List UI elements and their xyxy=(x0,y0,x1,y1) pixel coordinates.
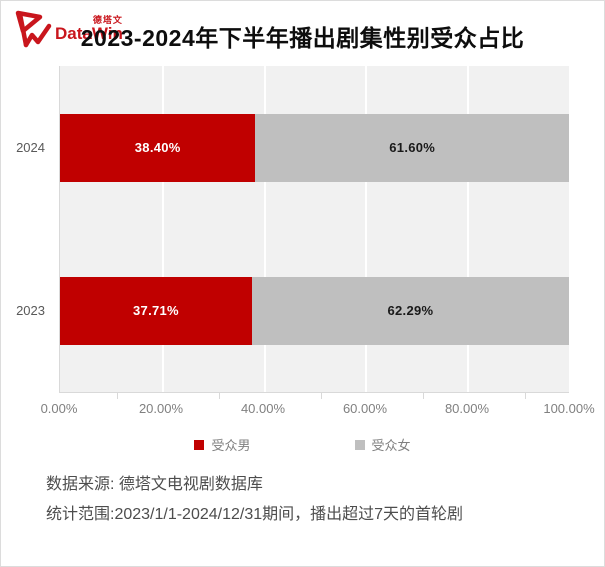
data-source-note: 数据来源: 德塔文电视剧数据库 xyxy=(46,476,263,493)
legend-item-male: 受众男 xyxy=(194,435,251,454)
x-tick-label: 40.00% xyxy=(240,401,286,416)
bar-track: 37.71% 62.29% xyxy=(60,276,569,345)
bar-value-label: 38.40% xyxy=(134,140,181,155)
x-tick-label: 60.00% xyxy=(342,401,388,416)
plot-area: 2024 38.40% 61.60% 2023 37.71% xyxy=(16,66,569,393)
gridline xyxy=(161,66,164,392)
bar-segment-male-2024: 38.40% xyxy=(60,113,256,182)
logo-brand-name: DataWin xyxy=(55,24,123,43)
x-axis-labels: 0.00% 20.00% 40.00% 60.00% 80.00% 100.00… xyxy=(41,401,595,417)
legend-label: 受众女 xyxy=(371,438,411,453)
bar-track: 38.40% 61.60% xyxy=(60,113,569,182)
statistics-scope-note: 统计范围:2023/1/1-2024/12/31期间，播出超过7天的首轮剧 xyxy=(46,506,464,523)
chart-title: 2023-2024年下半年播出剧集性别受众占比 xyxy=(80,24,525,51)
datawin-logo: 德塔文 DataWin xyxy=(11,9,123,51)
legend-item-female: 受众女 xyxy=(354,435,411,454)
tick-mark xyxy=(117,393,118,399)
footer: 数据来源: 德塔文电视剧数据库 统计范围:2023/1/1-2024/12/31… xyxy=(46,475,604,525)
header: 德塔文 DataWin 2023-2024年下半年播出剧集性别受众占比 xyxy=(1,1,604,66)
tick-mark xyxy=(525,393,526,399)
bar-segment-female-2024: 61.60% xyxy=(255,113,569,182)
category-label: 2024 xyxy=(16,140,45,155)
datawin-logo-icon xyxy=(11,9,53,51)
gridline xyxy=(263,66,266,392)
tick-mark xyxy=(219,393,220,399)
tick-mark xyxy=(321,393,322,399)
category-label: 2023 xyxy=(16,303,45,318)
bar-rows: 2024 38.40% 61.60% 2023 37.71% xyxy=(16,66,569,392)
bar-value-label: 62.29% xyxy=(387,303,434,318)
bar-value-label: 37.71% xyxy=(133,303,179,318)
x-tick-label: 100.00% xyxy=(543,401,595,416)
plot-wrap: 2024 38.40% 61.60% 2023 37.71% xyxy=(16,66,569,399)
gridline xyxy=(365,66,368,392)
legend-swatch-female xyxy=(354,439,365,450)
x-tick-label: 80.00% xyxy=(444,401,490,416)
bar-row-2024: 2024 38.40% 61.60% xyxy=(16,66,569,229)
x-tick-label: 20.00% xyxy=(138,401,184,416)
bar-segment-female-2023: 62.29% xyxy=(251,276,569,345)
legend-label: 受众男 xyxy=(211,438,251,453)
bar-value-label: 61.60% xyxy=(389,140,436,155)
bar-segment-male-2023: 37.71% xyxy=(60,276,252,345)
datawin-logo-text: 德塔文 DataWin xyxy=(55,15,123,43)
legend: 受众男 受众女 xyxy=(1,435,604,454)
x-tick-label: 0.00% xyxy=(40,401,78,416)
bar-row-2023: 2023 37.71% 62.29% xyxy=(16,229,569,392)
logo-chinese-name: 德塔文 xyxy=(92,15,123,25)
tick-mark xyxy=(423,393,424,399)
legend-swatch-male xyxy=(194,439,205,450)
x-axis-ticks xyxy=(117,393,604,399)
gridline xyxy=(467,66,470,392)
